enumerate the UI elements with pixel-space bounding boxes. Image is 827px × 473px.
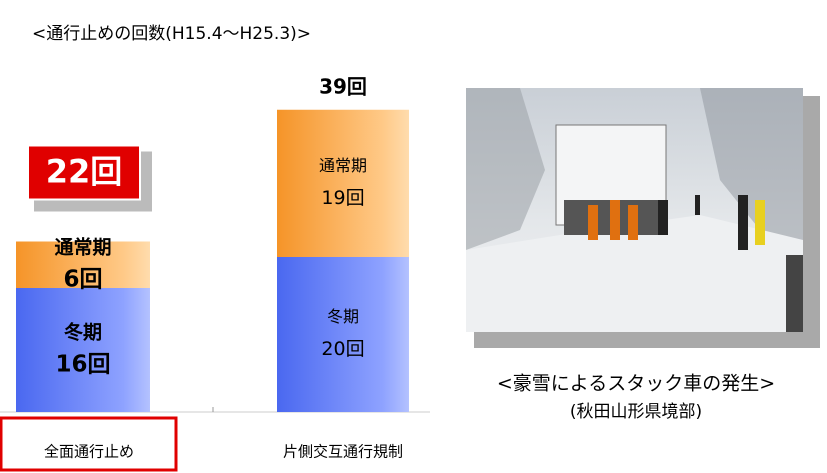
bar-segment <box>277 257 409 412</box>
value-label: 6回 <box>63 266 102 292</box>
segment-name: 通常期 <box>319 156 367 175</box>
chart-title: <通行止めの回数(H15.4～H25.3)> <box>32 24 311 44</box>
total-label: 22回 <box>46 153 123 191</box>
chart: <通行止めの回数(H15.4～H25.3)> 冬期 16回 通常期 6回全面通行止め 2… <box>0 0 827 473</box>
photo-caption: <豪雪によるスタック車の発生> <box>497 373 775 395</box>
category-label: 全面通行止め <box>44 443 134 461</box>
segment-name: 冬期 <box>64 321 102 344</box>
segment-name: 通常期 <box>54 235 111 258</box>
value-label: 20回 <box>321 338 364 360</box>
segment-name: 冬期 <box>327 307 359 326</box>
value-label: 19回 <box>321 187 364 209</box>
photo <box>466 88 820 348</box>
category-label: 片側交互通行規制 <box>283 443 403 461</box>
photo-caption: (秋田山形県境部) <box>570 402 702 422</box>
total-label: 39回 <box>319 74 367 98</box>
bar-segment <box>277 110 409 257</box>
bar-segment <box>16 288 150 412</box>
value-label: 16回 <box>55 352 110 378</box>
